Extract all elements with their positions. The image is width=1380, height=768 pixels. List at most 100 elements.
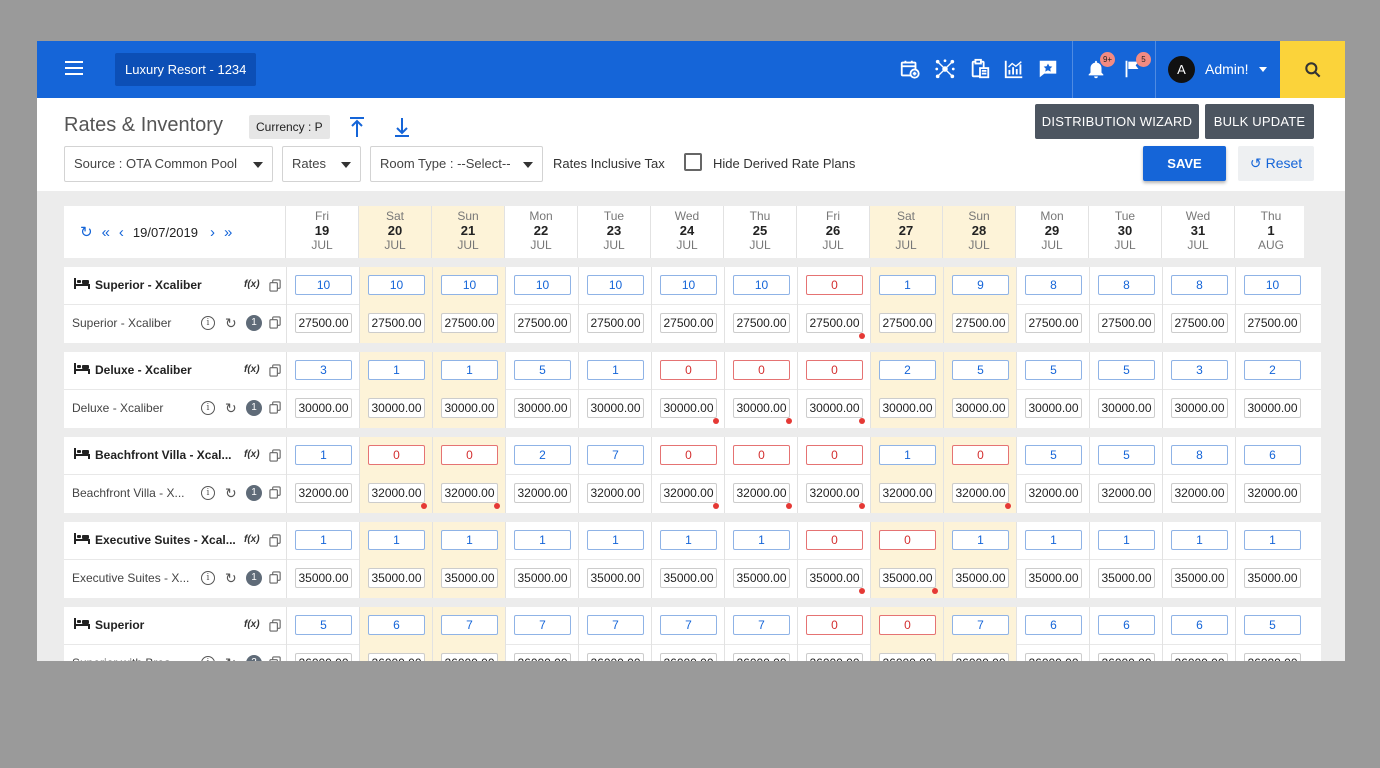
- inventory-input[interactable]: 2: [879, 360, 936, 380]
- inventory-input[interactable]: 1: [441, 530, 498, 550]
- rate-input[interactable]: 30000.00: [1025, 398, 1082, 418]
- rate-input[interactable]: 26000.00: [660, 653, 717, 661]
- inventory-input[interactable]: 1: [368, 530, 425, 550]
- network-icon[interactable]: [932, 56, 958, 82]
- rate-input[interactable]: 30000.00: [1244, 398, 1301, 418]
- derived-count-badge[interactable]: 2: [246, 655, 262, 661]
- rate-input[interactable]: 32000.00: [660, 483, 717, 503]
- clipboard-icon[interactable]: [967, 56, 993, 82]
- download-icon[interactable]: [391, 115, 413, 139]
- rate-input[interactable]: 35000.00: [587, 568, 644, 588]
- rate-input[interactable]: 30000.00: [879, 398, 936, 418]
- rate-input[interactable]: 35000.00: [879, 568, 936, 588]
- inventory-input[interactable]: 1: [1098, 530, 1155, 550]
- rate-input[interactable]: 35000.00: [733, 568, 790, 588]
- inventory-input[interactable]: 0: [879, 530, 936, 550]
- rate-input[interactable]: 26000.00: [1025, 653, 1082, 661]
- refresh-icon[interactable]: ↻: [80, 224, 93, 241]
- inventory-input[interactable]: 1: [1244, 530, 1301, 550]
- inventory-input[interactable]: 5: [1098, 445, 1155, 465]
- rate-input[interactable]: 32000.00: [441, 483, 498, 503]
- formula-button[interactable]: f(x): [244, 364, 260, 375]
- inventory-input[interactable]: 6: [1171, 615, 1228, 635]
- star-message-icon[interactable]: [1035, 56, 1061, 82]
- inventory-input[interactable]: 10: [660, 275, 717, 295]
- derived-count-badge[interactable]: 1: [246, 485, 262, 501]
- inventory-input[interactable]: 8: [1098, 275, 1155, 295]
- inventory-input[interactable]: 10: [368, 275, 425, 295]
- inventory-input[interactable]: 7: [952, 615, 1009, 635]
- inventory-input[interactable]: 1: [1025, 530, 1082, 550]
- inventory-input[interactable]: 6: [1025, 615, 1082, 635]
- inventory-input[interactable]: 5: [1025, 360, 1082, 380]
- copy-icon[interactable]: [269, 279, 282, 292]
- rate-input[interactable]: 35000.00: [1244, 568, 1301, 588]
- inventory-input[interactable]: 7: [587, 615, 644, 635]
- inventory-input[interactable]: 10: [587, 275, 644, 295]
- info-icon[interactable]: i: [201, 401, 215, 415]
- inventory-input[interactable]: 10: [514, 275, 571, 295]
- rate-input[interactable]: 32000.00: [1244, 483, 1301, 503]
- inventory-input[interactable]: 0: [879, 615, 936, 635]
- rate-input[interactable]: 35000.00: [1025, 568, 1082, 588]
- rate-input[interactable]: 32000.00: [733, 483, 790, 503]
- derived-count-badge[interactable]: 1: [246, 400, 262, 416]
- inventory-input[interactable]: 0: [806, 275, 863, 295]
- inventory-input[interactable]: 0: [952, 445, 1009, 465]
- inventory-input[interactable]: 0: [660, 445, 717, 465]
- copy-icon[interactable]: [269, 449, 282, 462]
- inventory-input[interactable]: 5: [952, 360, 1009, 380]
- inventory-input[interactable]: 1: [660, 530, 717, 550]
- sync-icon[interactable]: ↻: [225, 400, 237, 416]
- calendar-add-icon[interactable]: [897, 56, 923, 82]
- inventory-input[interactable]: 1: [295, 530, 352, 550]
- copy-icon[interactable]: [269, 486, 282, 499]
- inventory-input[interactable]: 3: [1171, 360, 1228, 380]
- inventory-input[interactable]: 10: [441, 275, 498, 295]
- inventory-input[interactable]: 0: [660, 360, 717, 380]
- inventory-input[interactable]: 6: [368, 615, 425, 635]
- rate-input[interactable]: 27500.00: [295, 313, 352, 333]
- inventory-input[interactable]: 0: [806, 530, 863, 550]
- rate-input[interactable]: 26000.00: [441, 653, 498, 661]
- inventory-input[interactable]: 8: [1171, 445, 1228, 465]
- reset-button[interactable]: ↺ Reset: [1238, 146, 1314, 181]
- rate-input[interactable]: 27500.00: [514, 313, 571, 333]
- inventory-input[interactable]: 6: [1244, 445, 1301, 465]
- rate-input[interactable]: 35000.00: [441, 568, 498, 588]
- rate-input[interactable]: 35000.00: [368, 568, 425, 588]
- property-selector[interactable]: Luxury Resort - 1234: [115, 53, 257, 86]
- room-type-dropdown[interactable]: Room Type : --Select--: [370, 146, 543, 182]
- inventory-input[interactable]: 1: [368, 360, 425, 380]
- inventory-input[interactable]: 1: [587, 530, 644, 550]
- sync-icon[interactable]: ↻: [225, 570, 237, 586]
- rate-input[interactable]: 30000.00: [295, 398, 352, 418]
- menu-icon[interactable]: [65, 61, 83, 77]
- upload-icon[interactable]: [346, 115, 368, 139]
- rate-input[interactable]: 27500.00: [879, 313, 936, 333]
- inventory-input[interactable]: 1: [1171, 530, 1228, 550]
- derived-count-badge[interactable]: 1: [246, 570, 262, 586]
- chevron-right-icon[interactable]: ›: [210, 223, 215, 241]
- info-icon[interactable]: i: [201, 316, 215, 330]
- rates-dropdown[interactable]: Rates: [282, 146, 361, 182]
- inventory-input[interactable]: 0: [368, 445, 425, 465]
- derived-count-badge[interactable]: 1: [246, 315, 262, 331]
- sync-icon[interactable]: ↻: [225, 655, 237, 661]
- user-menu[interactable]: Admin!: [1205, 61, 1249, 77]
- inventory-input[interactable]: 7: [514, 615, 571, 635]
- inventory-input[interactable]: 0: [733, 360, 790, 380]
- inventory-input[interactable]: 1: [295, 445, 352, 465]
- current-date[interactable]: 19/07/2019: [132, 224, 198, 240]
- rate-input[interactable]: 27500.00: [733, 313, 790, 333]
- inventory-input[interactable]: 10: [1244, 275, 1301, 295]
- rate-input[interactable]: 27500.00: [587, 313, 644, 333]
- save-button[interactable]: SAVE: [1143, 146, 1226, 181]
- rate-input[interactable]: 30000.00: [733, 398, 790, 418]
- copy-icon[interactable]: [269, 619, 282, 632]
- bulk-update-button[interactable]: BULK UPDATE: [1205, 104, 1314, 139]
- rate-input[interactable]: 32000.00: [1025, 483, 1082, 503]
- inventory-input[interactable]: 0: [806, 445, 863, 465]
- rate-input[interactable]: 26000.00: [806, 653, 863, 661]
- rate-input[interactable]: 32000.00: [1171, 483, 1228, 503]
